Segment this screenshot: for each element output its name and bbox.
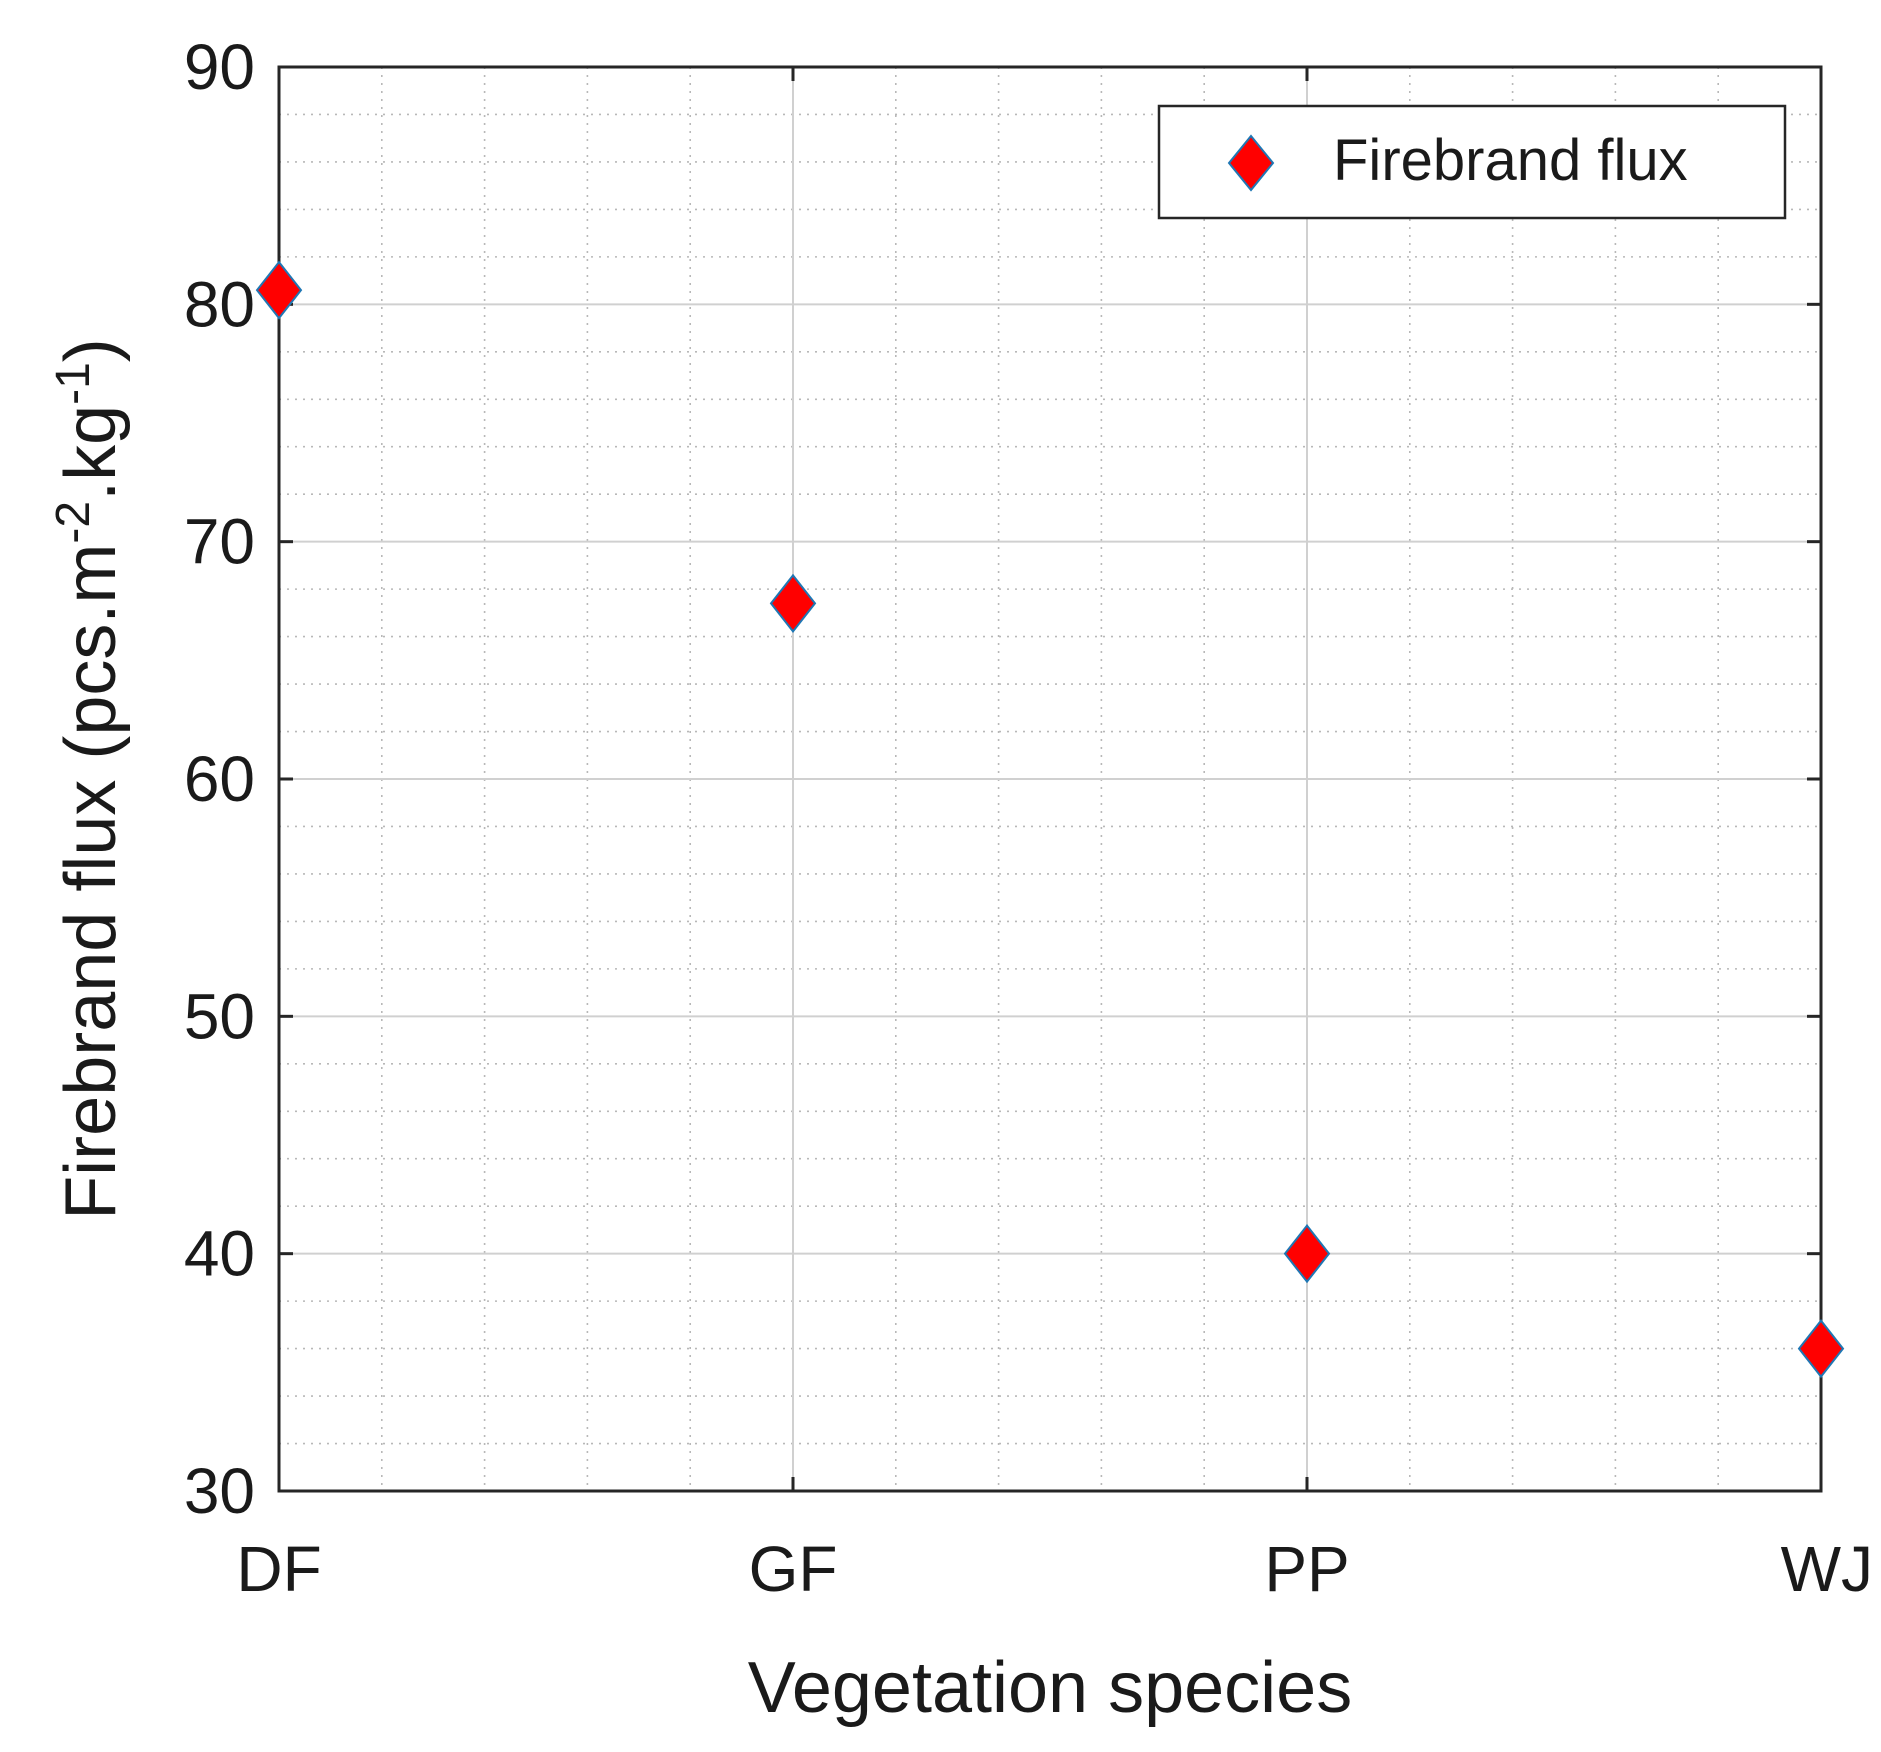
legend: Firebrand flux [1157, 104, 1787, 220]
y-axis-ticks: 30 40 50 60 70 80 90 [184, 31, 1821, 1527]
x-axis-ticks: DF GF PP WJ [236, 67, 1873, 1605]
data-series-firebrand-flux [255, 260, 1845, 1379]
y-tick-label: 40 [184, 1218, 255, 1290]
x-tick-label: DF [236, 1533, 321, 1605]
y-axis-title-sup2: -1 [47, 362, 100, 405]
x-tick-label: WJ [1781, 1533, 1873, 1605]
grid [278, 66, 1822, 1492]
y-axis-title-sup1: -2 [47, 501, 100, 544]
y-axis-title: Firebrand flux (pcs.m-2.kg-1) [47, 338, 132, 1220]
x-tick-label: GF [749, 1533, 838, 1605]
y-tick-label: 50 [184, 980, 255, 1052]
y-tick-label: 90 [184, 31, 255, 103]
legend-label: Firebrand flux [1333, 128, 1688, 193]
y-tick-label: 80 [184, 268, 255, 340]
data-point-gf [769, 573, 817, 633]
y-tick-label: 30 [184, 1455, 255, 1527]
data-point-wj [1797, 1318, 1845, 1379]
y-axis-title-base: Firebrand flux (pcs.m [51, 544, 131, 1220]
data-point-df [255, 260, 303, 320]
y-tick-label: 60 [184, 743, 255, 815]
x-axis-title: Vegetation species [748, 1648, 1352, 1728]
legend-marker-diamond-icon [1227, 134, 1275, 192]
y-axis-title-mid: .kg [51, 405, 131, 501]
data-point-pp [1283, 1224, 1331, 1284]
x-tick-label: PP [1264, 1533, 1349, 1605]
y-tick-label: 70 [184, 506, 255, 578]
y-axis-title-end: ) [51, 338, 131, 362]
